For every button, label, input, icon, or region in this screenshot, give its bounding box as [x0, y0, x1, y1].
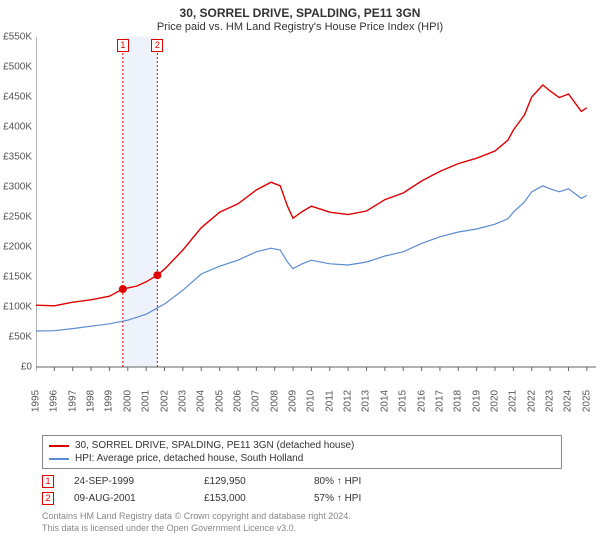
x-tick-label: 2011	[324, 390, 335, 412]
x-tick-label: 2024	[563, 390, 574, 412]
y-tick-label: £200K	[3, 242, 32, 253]
sale-date: 09-AUG-2001	[74, 493, 204, 504]
footer-line-1: Contains HM Land Registry data © Crown c…	[42, 511, 594, 523]
legend-label: HPI: Average price, detached house, Sout…	[75, 453, 303, 464]
x-tick-label: 2001	[141, 390, 152, 412]
x-tick-label: 2004	[196, 390, 207, 412]
legend-swatch	[49, 458, 69, 460]
legend-label: 30, SORREL DRIVE, SPALDING, PE11 3GN (de…	[75, 440, 354, 451]
x-tick-label: 2008	[269, 390, 280, 412]
sales-table: 1 24-SEP-1999£129,95080% ↑ HPI 2 09-AUG-200…	[6, 475, 594, 505]
x-tick-label: 2013	[361, 390, 372, 412]
x-tick-label: 2005	[214, 390, 225, 412]
x-tick-label: 2000	[122, 390, 133, 412]
y-tick-label: £100K	[3, 302, 32, 313]
x-tick-label: 2002	[159, 390, 170, 412]
y-tick-label: £300K	[3, 182, 32, 193]
x-tick-label: 2003	[177, 390, 188, 412]
x-tick-label: 1995	[31, 390, 42, 412]
legend: 30, SORREL DRIVE, SPALDING, PE11 3GN (de…	[42, 435, 562, 469]
x-tick-label: 1999	[104, 390, 115, 412]
chart-svg	[36, 37, 596, 397]
x-tick-label: 2010	[306, 390, 317, 412]
sale-price: £129,950	[204, 476, 314, 487]
chart-plot-area: £0£50K£100K£150K£200K£250K£300K£350K£400…	[36, 37, 596, 397]
x-tick-label: 2015	[398, 390, 409, 412]
chart-subtitle: Price paid vs. HM Land Registry's House …	[6, 21, 594, 33]
sale-marker-flag: 2	[151, 39, 163, 52]
sale-delta: 57% ↑ HPI	[314, 493, 424, 504]
y-tick-label: £250K	[3, 212, 32, 223]
x-tick-label: 2019	[471, 390, 482, 412]
sale-row: 1 24-SEP-1999£129,95080% ↑ HPI	[42, 475, 594, 488]
chart-title: 30, SORREL DRIVE, SPALDING, PE11 3GN	[6, 6, 594, 20]
x-tick-label: 1996	[49, 390, 60, 412]
x-tick-label: 1998	[86, 390, 97, 412]
x-tick-label: 2014	[379, 390, 390, 412]
x-tick-label: 2007	[251, 390, 262, 412]
y-tick-label: £550K	[3, 32, 32, 43]
y-tick-label: £450K	[3, 92, 32, 103]
y-tick-label: £0	[21, 362, 32, 373]
sale-delta: 80% ↑ HPI	[314, 476, 424, 487]
x-tick-label: 2025	[581, 390, 592, 412]
x-tick-label: 2017	[434, 390, 445, 412]
legend-swatch	[49, 445, 69, 447]
sale-price: £153,000	[204, 493, 314, 504]
sale-row: 2 09-AUG-2001£153,00057% ↑ HPI	[42, 492, 594, 505]
footer-text: Contains HM Land Registry data © Crown c…	[42, 511, 594, 534]
sale-row-marker: 2	[42, 492, 54, 505]
y-tick-label: £350K	[3, 152, 32, 163]
legend-item: HPI: Average price, detached house, Sout…	[49, 452, 555, 465]
x-tick-label: 2009	[288, 390, 299, 412]
x-tick-label: 2016	[416, 390, 427, 412]
sale-row-marker: 1	[42, 475, 54, 488]
y-tick-label: £50K	[9, 332, 32, 343]
footer-line-2: This data is licensed under the Open Gov…	[42, 523, 594, 535]
legend-item: 30, SORREL DRIVE, SPALDING, PE11 3GN (de…	[49, 439, 555, 452]
y-tick-label: £500K	[3, 62, 32, 73]
x-tick-label: 2018	[453, 390, 464, 412]
x-tick-label: 2012	[343, 390, 354, 412]
y-tick-label: £400K	[3, 122, 32, 133]
x-tick-label: 2021	[508, 390, 519, 412]
chart-container: 30, SORREL DRIVE, SPALDING, PE11 3GN Pri…	[0, 0, 600, 560]
x-tick-label: 2022	[526, 390, 537, 412]
sale-date: 24-SEP-1999	[74, 476, 204, 487]
x-tick-label: 1997	[67, 390, 78, 412]
y-tick-label: £150K	[3, 272, 32, 283]
sale-marker-flag: 1	[117, 39, 129, 52]
x-tick-label: 2020	[490, 390, 501, 412]
x-tick-label: 2023	[545, 390, 556, 412]
x-tick-label: 2006	[232, 390, 243, 412]
